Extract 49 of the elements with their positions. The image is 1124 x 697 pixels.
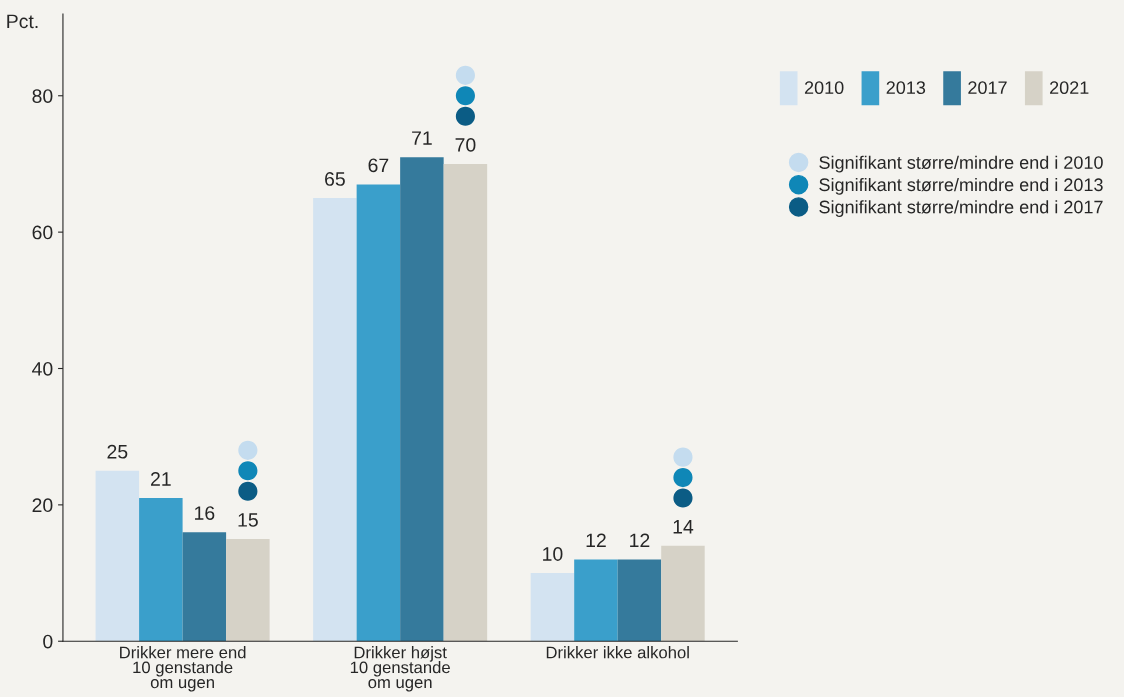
y-axis-title: Pct. bbox=[7, 14, 38, 29]
y-tick-label: 0 bbox=[43, 634, 53, 649]
legend-label: 2017 bbox=[968, 81, 1007, 95]
data-label: 71 bbox=[412, 131, 432, 145]
y-tick-label: 40 bbox=[32, 361, 53, 376]
point bbox=[238, 461, 258, 481]
data-label: 25 bbox=[107, 444, 128, 459]
bar bbox=[226, 538, 270, 642]
data-label: 12 bbox=[630, 533, 650, 548]
x-tick-label: Drikker højst 10 genstande om ugen bbox=[350, 646, 450, 692]
data-label: 14 bbox=[673, 520, 694, 534]
y-tick-label: 60 bbox=[32, 225, 53, 240]
point bbox=[238, 440, 258, 460]
bar bbox=[661, 545, 705, 642]
legend-label: Signifikant større/mindre end i 2010 bbox=[819, 155, 1103, 173]
legend-label: 2021 bbox=[1050, 81, 1089, 95]
x-tick-label: Drikker mere end 10 genstande om ugen bbox=[120, 646, 246, 692]
y-tick-label: 20 bbox=[32, 498, 53, 513]
x-tick-label: Drikker ikke alkohol bbox=[546, 646, 689, 659]
bar bbox=[443, 163, 488, 642]
data-label: 70 bbox=[455, 138, 476, 152]
bar bbox=[400, 157, 444, 642]
data-label: 15 bbox=[238, 513, 258, 527]
data-label: 12 bbox=[586, 533, 606, 548]
bar bbox=[182, 532, 227, 642]
y-tick-label: 80 bbox=[32, 89, 53, 103]
bar bbox=[617, 559, 662, 642]
legend-label: Signifikant større/mindre end i 2017 bbox=[819, 200, 1103, 217]
legend-label: 2013 bbox=[886, 81, 926, 95]
bar bbox=[139, 498, 183, 642]
point bbox=[238, 481, 258, 501]
point bbox=[673, 488, 693, 508]
point bbox=[673, 447, 693, 467]
bar bbox=[530, 573, 575, 642]
bar bbox=[356, 184, 401, 642]
point bbox=[455, 65, 475, 85]
bar bbox=[574, 559, 618, 642]
bar bbox=[95, 470, 140, 642]
data-label: 10 bbox=[543, 547, 563, 561]
data-label: 67 bbox=[368, 158, 389, 173]
data-label: 65 bbox=[325, 172, 345, 186]
bar bbox=[313, 198, 357, 642]
legend-label: Signifikant større/mindre end i 2013 bbox=[819, 177, 1103, 195]
legend-label: 2010 bbox=[804, 81, 844, 95]
data-label: 21 bbox=[151, 472, 171, 486]
point bbox=[673, 468, 693, 488]
data-label: 16 bbox=[195, 506, 215, 520]
point bbox=[455, 86, 475, 106]
point bbox=[455, 106, 475, 126]
